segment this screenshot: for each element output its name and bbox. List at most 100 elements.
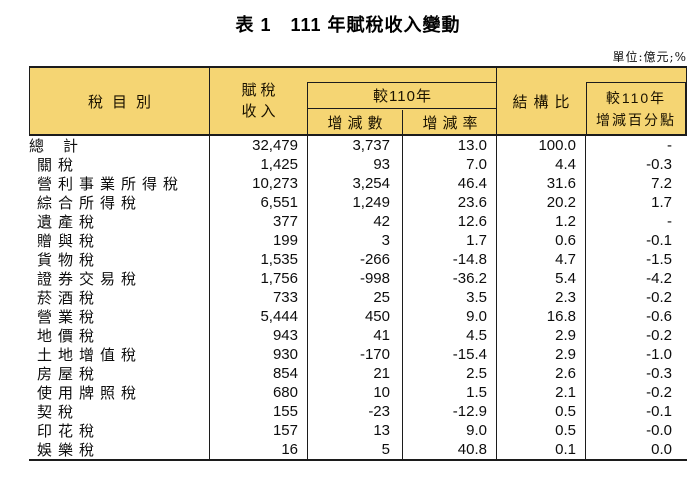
page-title: 表 1 111 年賦稅收入變動 [235, 15, 461, 35]
change-amount-value: 21 [373, 365, 390, 382]
structure-ratio-value: 4.7 [555, 251, 576, 268]
change-amount-value: -170 [359, 346, 390, 363]
pp-change-value: - [667, 213, 672, 230]
pp-change-value: - [667, 137, 672, 154]
header-tax-revenue-line2: 收入 [241, 103, 280, 120]
unit-label: 單位:億元;% [612, 50, 687, 64]
change-amount-value: 25 [373, 289, 390, 306]
header-pp-line1: 較110年 [605, 89, 667, 106]
change-rate-value: 9.0 [466, 422, 487, 439]
pp-change-value: -0.2 [646, 327, 672, 344]
table-row: 使用牌照稅 680 10 1.5 2.1 -0.2 [29, 383, 687, 402]
structure-ratio-value: 0.5 [555, 422, 576, 439]
change-rate-value: 12.6 [457, 213, 487, 230]
tax-revenue-value: 680 [272, 384, 298, 401]
structure-ratio-value: 5.4 [555, 270, 576, 287]
structure-ratio-value: 0.5 [555, 403, 576, 420]
structure-ratio-value: 4.4 [555, 156, 576, 173]
pp-change-value: -0.3 [646, 365, 672, 382]
change-amount-value: -266 [359, 251, 390, 268]
tax-name: 印花稅 [37, 423, 101, 440]
structure-ratio-value: 2.9 [555, 346, 576, 363]
pp-change-value: 1.7 [651, 194, 672, 211]
tax-revenue-value: 854 [272, 365, 298, 382]
change-amount-value: -998 [359, 270, 390, 287]
table-row: 總 計 32,479 3,737 13.0 100.0 - [29, 136, 687, 155]
table-header: 稅目別 賦稅 收入 較110年 增減數 增減率 結構比 較110年 增減百分點 [29, 66, 687, 136]
change-rate-value: 7.0 [466, 156, 487, 173]
change-rate-value: 23.6 [457, 194, 487, 211]
structure-ratio-value: 0.1 [555, 441, 576, 458]
change-amount-value: 13 [373, 422, 390, 439]
tax-revenue-value: 16 [281, 441, 298, 458]
table-row: 營業稅 5,444 450 9.0 16.8 -0.6 [29, 307, 687, 326]
change-amount-value: 450 [364, 308, 390, 325]
tax-name: 地價稅 [37, 328, 101, 345]
tax-name: 關稅 [37, 157, 80, 174]
table-bottom-border [29, 459, 687, 461]
header-tax-revenue-line1: 賦稅 [241, 82, 280, 99]
structure-ratio-value: 2.3 [555, 289, 576, 306]
tax-name: 使用牌照稅 [37, 385, 143, 402]
tax-revenue-value: 377 [272, 213, 298, 230]
change-amount-value: 1,249 [352, 194, 390, 211]
change-amount-value: 41 [373, 327, 390, 344]
tax-revenue-value: 5,444 [260, 308, 298, 325]
structure-ratio-value: 100.0 [538, 137, 576, 154]
table-row: 贈與稅 199 3 1.7 0.6 -0.1 [29, 231, 687, 250]
pp-change-value: -0.1 [646, 403, 672, 420]
structure-ratio-value: 1.2 [555, 213, 576, 230]
tax-revenue-value: 1,425 [260, 156, 298, 173]
header-group-pp-change: 較110年 增減百分點 [586, 82, 686, 134]
column-divider [496, 136, 497, 459]
change-rate-value: 1.5 [466, 384, 487, 401]
tax-name: 娛樂稅 [37, 442, 101, 459]
tax-name: 契稅 [37, 404, 80, 421]
header-structure-ratio: 結構比 [512, 93, 576, 111]
header-group-vs-prev-year: 較110年 增減數 增減率 [307, 82, 497, 135]
table-row: 關稅 1,425 93 7.0 4.4 -0.3 [29, 155, 687, 174]
table-row: 房屋稅 854 21 2.5 2.6 -0.3 [29, 364, 687, 383]
pp-change-value: -1.5 [646, 251, 672, 268]
change-rate-value: 3.5 [466, 289, 487, 306]
change-amount-value: 3,737 [352, 137, 390, 154]
structure-ratio-value: 2.9 [555, 327, 576, 344]
change-rate-value: 1.7 [466, 232, 487, 249]
table-row: 綜合所得稅 6,551 1,249 23.6 20.2 1.7 [29, 193, 687, 212]
column-divider [209, 136, 210, 459]
tax-revenue-value: 6,551 [260, 194, 298, 211]
change-rate-value: 13.0 [457, 137, 487, 154]
pp-change-value: -4.2 [646, 270, 672, 287]
pp-change-value: -0.1 [646, 232, 672, 249]
header-pp-line2: 增減百分點 [596, 111, 676, 128]
table-row: 契稅 155 -23 -12.9 0.5 -0.1 [29, 402, 687, 421]
change-rate-value: -12.9 [452, 403, 487, 420]
tax-name: 菸酒稅 [37, 290, 101, 307]
structure-ratio-value: 16.8 [546, 308, 576, 325]
header-divider-structure-ratio [496, 68, 497, 134]
tax-revenue-value: 1,756 [260, 270, 298, 287]
change-amount-value: 3 [381, 232, 390, 249]
pp-change-value: -0.3 [646, 156, 672, 173]
header-change-rate: 增減率 [422, 115, 483, 132]
change-amount-value: 5 [381, 441, 390, 458]
structure-ratio-value: 0.6 [555, 232, 576, 249]
change-rate-value: 4.5 [466, 327, 487, 344]
tax-name: 貨物稅 [37, 252, 101, 269]
change-rate-value: -36.2 [452, 270, 487, 287]
pp-change-value: 0.0 [651, 441, 672, 458]
tax-name: 房屋稅 [37, 366, 101, 383]
tax-revenue-value: 10,273 [252, 175, 298, 192]
tax-name: 遺產稅 [37, 214, 101, 231]
change-rate-value: 9.0 [466, 308, 487, 325]
change-rate-value: 40.8 [457, 441, 487, 458]
tax-revenue-value: 157 [272, 422, 298, 439]
header-tax-revenue: 賦稅 收入 [210, 68, 307, 134]
change-rate-value: -14.8 [452, 251, 487, 268]
change-amount-value: 42 [373, 213, 390, 230]
tax-name: 綜合所得稅 [37, 195, 143, 212]
pp-change-value: 7.2 [651, 175, 672, 192]
pp-change-value: -0.2 [646, 289, 672, 306]
pp-change-value: -0.0 [646, 422, 672, 439]
table-row: 營利事業所得稅 10,273 3,254 46.4 31.6 7.2 [29, 174, 687, 193]
